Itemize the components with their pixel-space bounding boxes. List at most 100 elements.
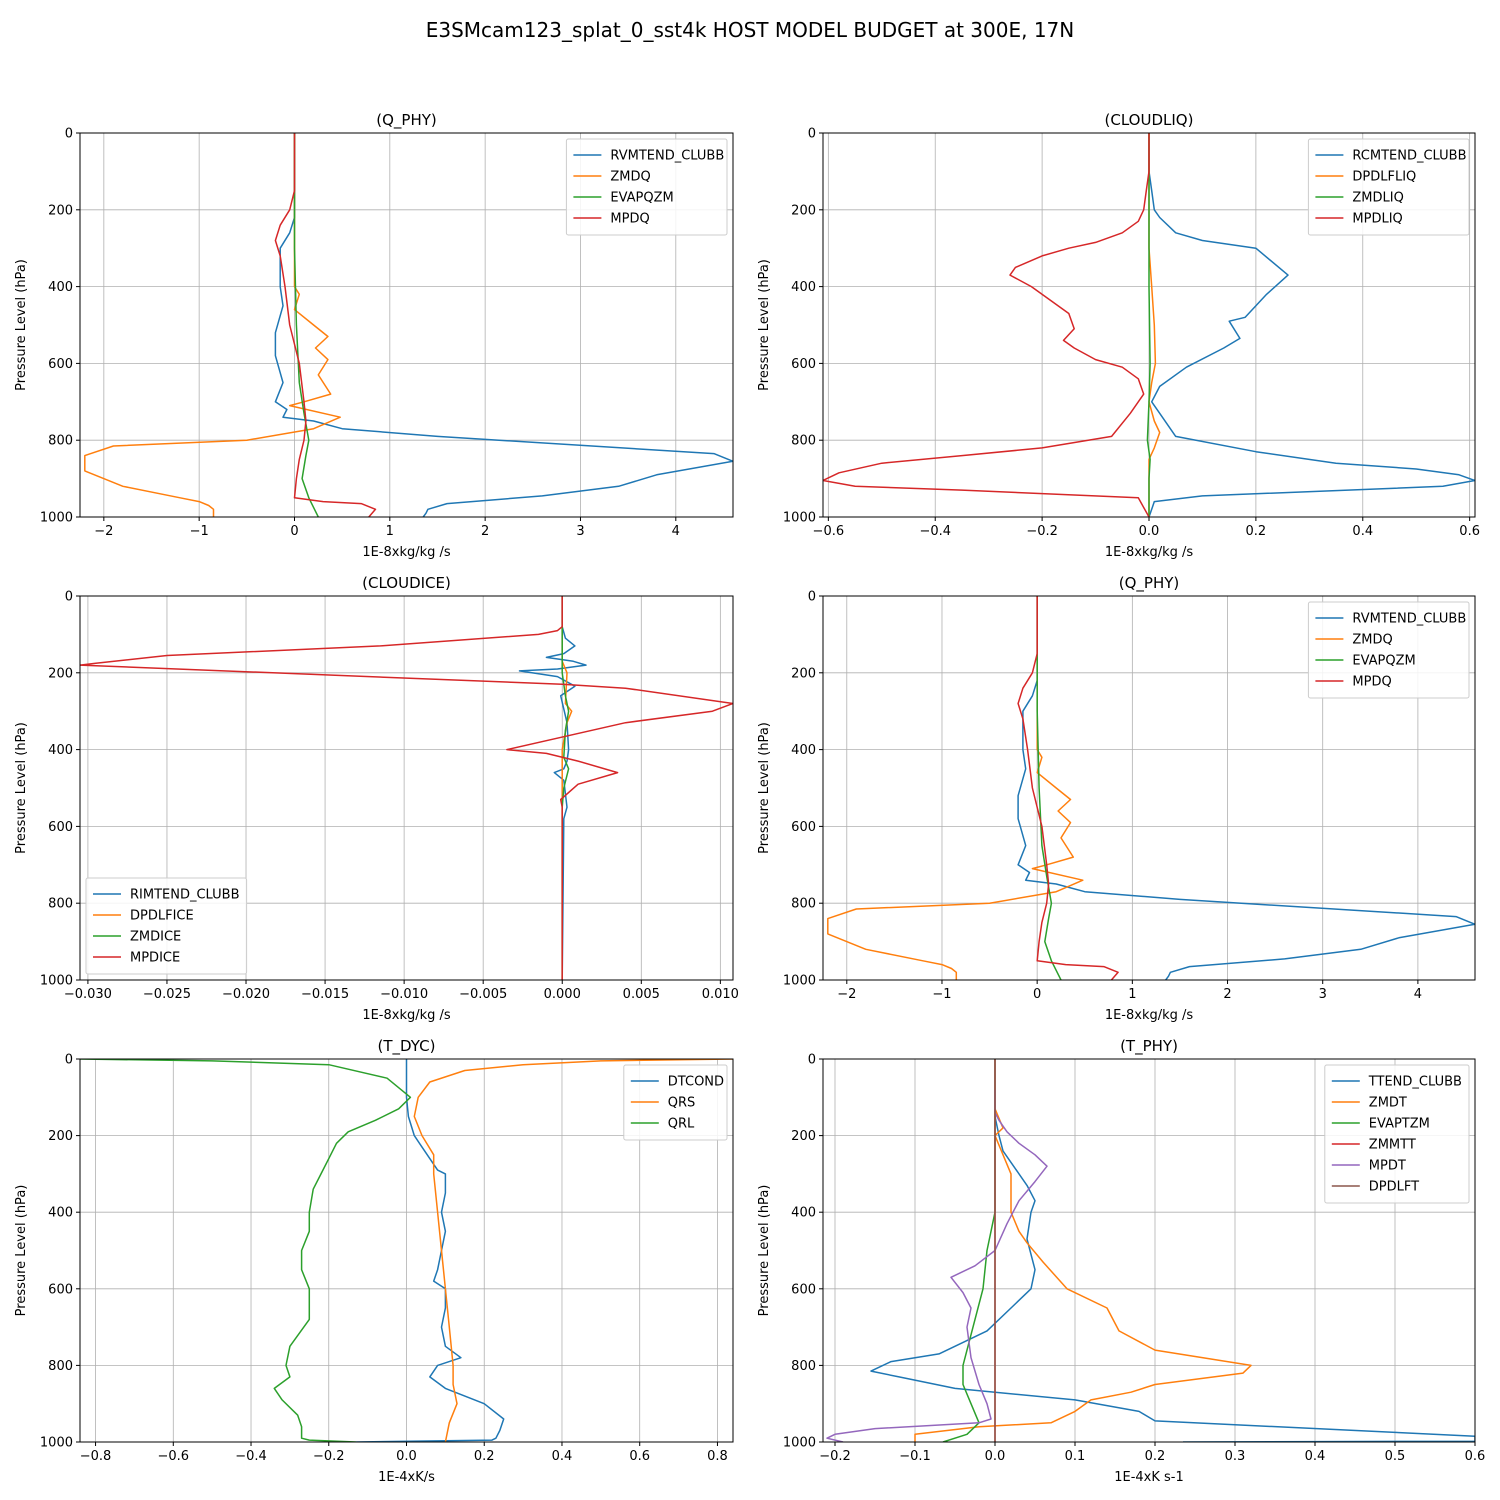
x-axis-label: 1E-8xkg/kg /s [1105,545,1194,560]
x-tick-label: −0.1 [899,1449,931,1464]
axes-frame [79,595,734,981]
y-tick-label: 200 [48,666,73,681]
legend-label: DTCOND [668,1075,724,1090]
x-tick-label: −0.020 [222,987,270,1002]
y-tick-label: 1000 [40,1436,73,1451]
axes-frame [822,595,1476,981]
panel-3: −0.030 −0.025 −0.020 −0.015 −0.010 −0.005 0.00… [14,574,739,1023]
legend-label: MPDQ [610,212,649,227]
y-axis-label: Pressure Level (hPa) [14,259,29,391]
legend-box [1324,1064,1470,1204]
x-tick-label: −0.030 [64,987,112,1002]
series-line-dtcond [355,1059,505,1442]
panel-title: (CLOUDICE) [362,574,451,592]
legend-label: MPDICE [130,951,180,966]
legend: RCMTEND_CLUBB DPDLFLIQ ZMDLIQ MPDLIQ [1307,138,1470,236]
x-tick-label: −0.4 [919,524,951,539]
axes-frame [79,132,734,518]
legend-label: RVMTEND_CLUBB [610,149,724,164]
x-tick-label: 0.010 [702,987,739,1002]
series-line-zmdq [827,596,1084,980]
series-line-rvmtend-clubb [274,133,733,517]
y-tick-label: 200 [48,1129,73,1144]
legend-box [1307,138,1470,236]
x-tick-label: 0.6 [629,1449,650,1464]
x-axis-label: 1E-8xkg/kg /s [362,545,451,560]
y-axis-label: Pressure Level (hPa) [757,259,772,391]
x-tick-label: −2 [837,987,856,1002]
y-tick-label: 400 [48,1206,73,1221]
legend-box [1307,601,1470,699]
legend-label: TTEND_CLUBB [1368,1075,1462,1090]
y-tick-label: 400 [48,743,73,758]
panel-4: −2 −1 0 1 2 3 4 0 200 400 600 800 1000 (Q_PHY) 1E-8xkg… [757,574,1476,1023]
y-tick-label: 400 [791,1206,816,1221]
x-tick-label: 1 [1128,987,1136,1002]
x-tick-label: 0.6 [1465,1449,1486,1464]
y-tick-label: 200 [791,666,816,681]
series-line-evapqzm [293,133,319,517]
legend-label: ZMMTT [1369,1138,1416,1153]
x-tick-label: 0.4 [552,1449,573,1464]
y-tick-label: 800 [791,897,816,912]
y-tick-label: 1000 [783,511,816,526]
series-line-evapqzm [1036,596,1062,980]
panel-title: (CLOUDLIQ) [1105,111,1194,129]
legend: RVMTEND_CLUBB ZMDQ EVAPQZM MPDQ [565,138,728,236]
x-tick-label: 0.6 [1459,524,1480,539]
legend-label: RIMTEND_CLUBB [130,888,240,903]
y-tick-label: 800 [48,897,73,912]
legend-label: ZMDQ [610,170,650,185]
x-tick-label: 0.4 [1352,524,1373,539]
series-line-mpdq [1017,596,1119,980]
series-lines [823,133,1475,517]
y-tick-label: 600 [791,357,816,372]
legend-label: RCMTEND_CLUBB [1352,149,1466,164]
x-tick-label: 0 [1033,987,1041,1002]
x-tick-label: −0.005 [459,987,507,1002]
x-tick-label: 3 [1319,987,1327,1002]
x-tick-label: 0.0 [396,1449,417,1464]
legend-label: MPDQ [1352,675,1391,690]
y-tick-label: 0 [65,590,73,605]
legend-label: DPDLFICE [130,909,194,924]
x-tick-label: −0.2 [1026,524,1058,539]
series-line-mpdq [274,133,377,517]
y-tick-label: 600 [791,820,816,835]
figure-title: E3SMcam123_splat_0_sst4k HOST MODEL BUDG… [426,18,1075,42]
legend-label: ZMDLIQ [1352,191,1403,206]
series-lines [827,596,1475,980]
x-tick-label: −0.010 [380,987,428,1002]
x-tick-label: 0.2 [1145,1449,1166,1464]
panel-5: −0.8 −0.6 −0.4 −0.2 0.0 0.2 0.4 0.6 0.8 0 200 400 60… [14,1037,734,1485]
legend: RIMTEND_CLUBB DPDLFICE ZMDICE MPDICE [85,877,248,975]
y-tick-label: 200 [791,1129,816,1144]
series-line-rcmtend-clubb [1148,133,1475,517]
panel-title: (T_DYC) [378,1037,436,1056]
y-tick-label: 0 [808,1053,816,1068]
x-tick-label: 0.8 [707,1449,728,1464]
y-tick-label: 200 [48,203,73,218]
y-tick-label: 400 [48,280,73,295]
axes-frame [822,1058,1476,1443]
y-tick-label: 1000 [40,511,73,526]
x-tick-label: −0.2 [313,1449,345,1464]
x-tick-label: 3 [576,524,584,539]
y-tick-label: 200 [791,203,816,218]
y-axis-label: Pressure Level (hPa) [14,722,29,854]
panel-1: −2 −1 0 1 2 3 4 0 200 400 600 800 1000 (Q_PHY) 1E-8xkg… [14,111,734,560]
series-line-qrl [80,1059,412,1442]
legend-box [85,877,248,975]
series-line-evaptzm [942,1059,996,1442]
legend-label: DPDLFLIQ [1352,170,1416,185]
series-line-rvmtend-clubb [1017,596,1475,980]
x-tick-label: −1 [932,987,951,1002]
y-axis-label: Pressure Level (hPa) [757,722,772,854]
legend: RVMTEND_CLUBB ZMDQ EVAPQZM MPDQ [1307,601,1470,699]
legend-label: EVAPTZM [1369,1117,1430,1132]
x-tick-label: −0.6 [157,1449,189,1464]
legend-label: ZMDICE [130,930,181,945]
panel-6: −0.2 −0.1 0.0 0.1 0.2 0.3 0.4 0.5 0.6 0 200 400 600 8… [757,1037,1485,1485]
y-tick-label: 600 [48,1282,73,1297]
series-line-rimtend-clubb [518,596,587,980]
